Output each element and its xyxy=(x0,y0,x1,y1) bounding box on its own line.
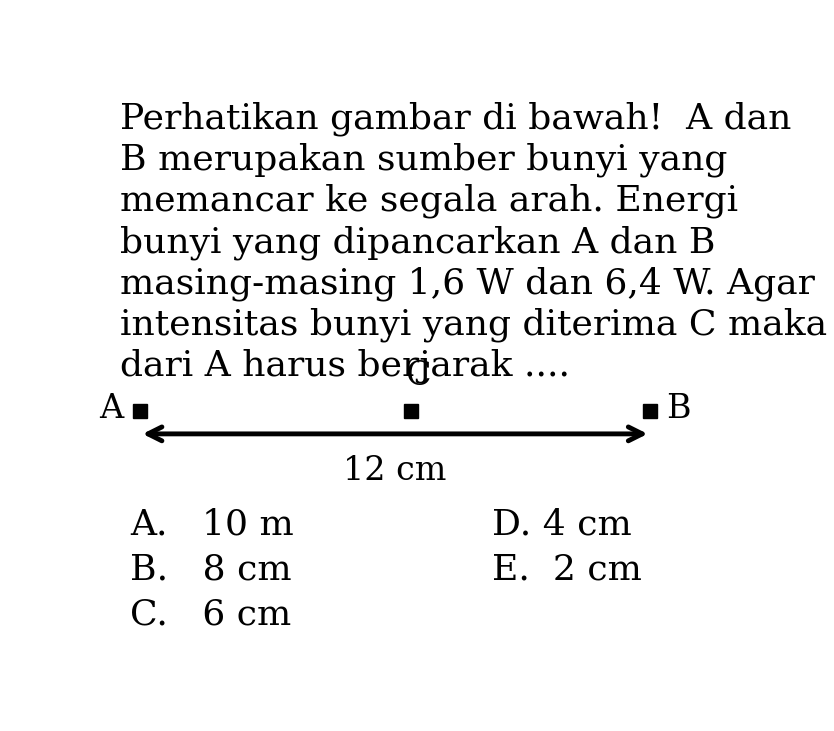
Text: A.   10 m: A. 10 m xyxy=(130,507,294,541)
Text: A: A xyxy=(99,393,123,425)
Text: B.   8 cm: B. 8 cm xyxy=(130,552,292,586)
Text: bunyi yang dipancarkan A dan B: bunyi yang dipancarkan A dan B xyxy=(120,225,716,260)
Text: B: B xyxy=(666,393,691,425)
Text: memancar ke segala arah. Energi: memancar ke segala arah. Energi xyxy=(120,184,739,219)
Text: dari A harus berjarak ....: dari A harus berjarak .... xyxy=(120,349,570,383)
Text: B merupakan sumber bunyi yang: B merupakan sumber bunyi yang xyxy=(120,143,728,178)
Text: E.  2 cm: E. 2 cm xyxy=(492,552,642,586)
Text: C.   6 cm: C. 6 cm xyxy=(130,597,291,631)
Text: 12 cm: 12 cm xyxy=(344,455,447,487)
Text: C: C xyxy=(404,360,430,392)
Text: D. 4 cm: D. 4 cm xyxy=(492,507,632,541)
Text: intensitas bunyi yang diterima C maka: intensitas bunyi yang diterima C maka xyxy=(120,307,827,341)
Text: Perhatikan gambar di bawah!  A dan: Perhatikan gambar di bawah! A dan xyxy=(120,102,791,136)
Text: masing-masing 1,6 W dan 6,4 W. Agar: masing-masing 1,6 W dan 6,4 W. Agar xyxy=(120,266,816,300)
